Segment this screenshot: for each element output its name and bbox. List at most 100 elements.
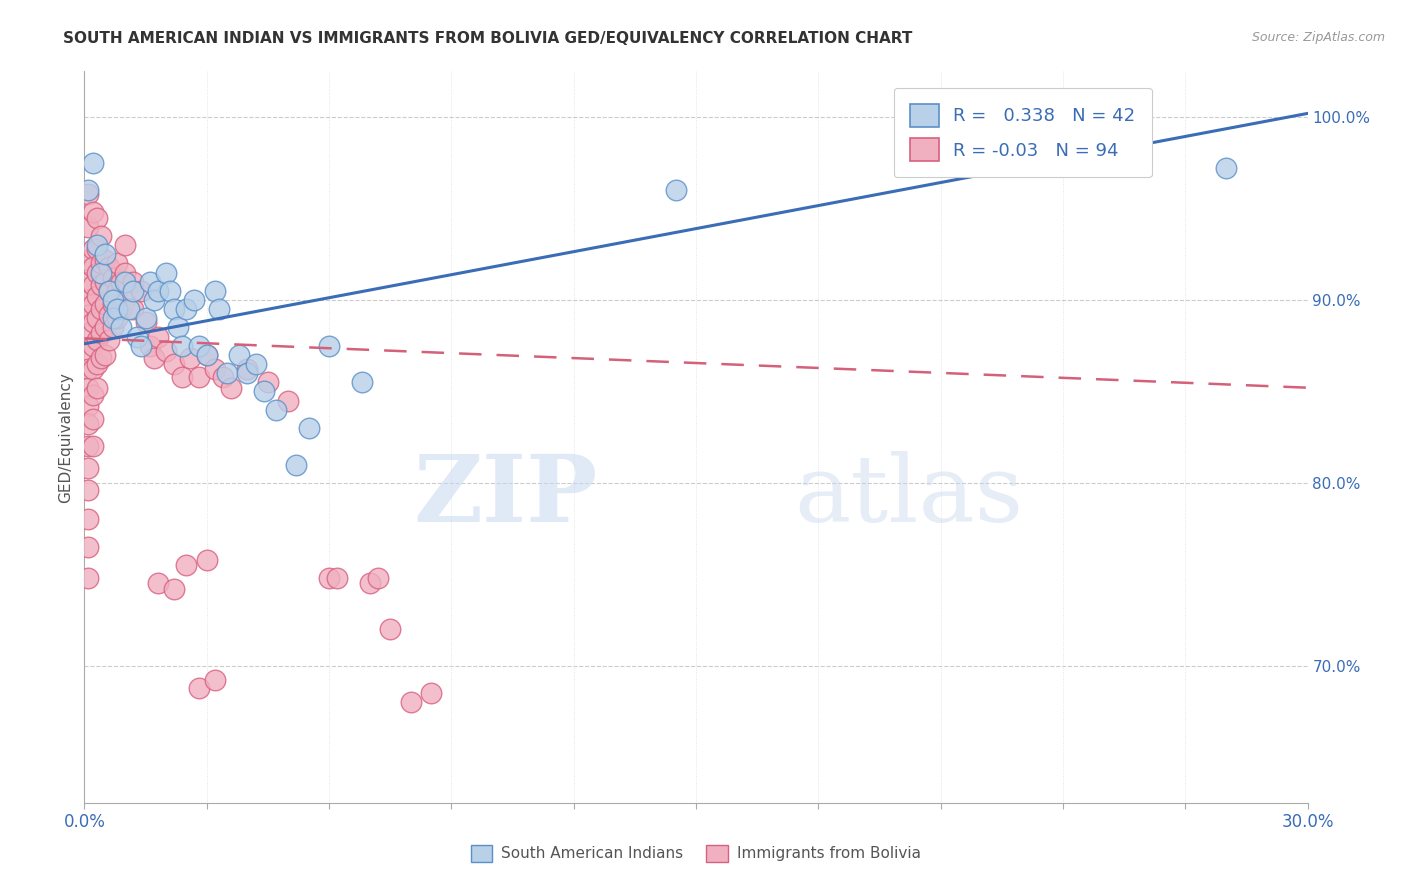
Point (90, 351, 112, 366)
Point (86, 311, 108, 326)
Point (97, 284, 120, 298)
Point (82, 315, 104, 329)
Point (665, 183, 688, 197)
Point (77, 308, 100, 322)
Point (77, 417, 100, 432)
Point (155, 265, 177, 279)
Point (110, 275, 132, 289)
Point (82, 388, 104, 402)
Point (318, 571, 340, 585)
Point (163, 582, 186, 596)
Point (1215, 161, 1237, 176)
Point (127, 329, 149, 343)
Point (86, 381, 108, 395)
Point (105, 256, 128, 270)
Point (167, 320, 190, 334)
Point (236, 366, 259, 380)
Point (105, 301, 128, 316)
Point (131, 284, 153, 298)
Point (77, 186, 100, 201)
Point (101, 271, 124, 285)
Point (86, 238, 108, 252)
Point (97, 333, 120, 347)
Point (277, 393, 299, 408)
Point (82, 296, 104, 310)
Point (318, 338, 340, 352)
Point (82, 439, 104, 453)
Point (93, 252, 115, 267)
Point (82, 242, 104, 256)
Point (380, 622, 402, 636)
Point (93, 275, 115, 289)
Point (146, 329, 169, 343)
Point (77, 540, 100, 554)
Point (82, 362, 104, 376)
Point (86, 211, 108, 225)
Point (359, 576, 381, 591)
Point (195, 348, 218, 362)
Point (77, 439, 100, 453)
Point (285, 458, 308, 472)
Point (326, 571, 349, 585)
Point (122, 284, 145, 298)
Point (114, 293, 136, 307)
Point (82, 260, 104, 274)
Point (101, 311, 124, 326)
Point (138, 275, 160, 289)
Point (367, 571, 389, 585)
Point (93, 247, 115, 261)
Point (257, 375, 280, 389)
Point (142, 351, 165, 366)
Point (77, 399, 100, 413)
Point (138, 338, 160, 352)
Point (93, 296, 115, 310)
Point (420, 686, 443, 700)
Point (245, 357, 267, 371)
Point (174, 301, 197, 316)
Point (399, 695, 422, 709)
Point (82, 155, 104, 169)
Point (155, 344, 177, 359)
Point (142, 293, 165, 307)
Point (122, 301, 145, 316)
Point (163, 357, 186, 371)
Point (122, 275, 145, 289)
Text: ZIP: ZIP (413, 450, 598, 541)
Point (90, 278, 112, 293)
Point (77, 219, 100, 234)
Point (82, 278, 104, 293)
Point (228, 348, 250, 362)
Point (86, 242, 108, 256)
Text: atlas: atlas (794, 450, 1024, 541)
Point (135, 311, 157, 326)
Point (174, 558, 197, 573)
Point (90, 256, 112, 270)
Point (183, 293, 205, 307)
Point (77, 461, 100, 475)
Point (212, 369, 235, 384)
Point (163, 301, 186, 316)
Point (82, 338, 104, 352)
Point (77, 183, 100, 197)
Point (90, 301, 112, 316)
Text: SOUTH AMERICAN INDIAN VS IMMIGRANTS FROM BOLIVIA GED/EQUIVALENCY CORRELATION CHA: SOUTH AMERICAN INDIAN VS IMMIGRANTS FROM… (63, 31, 912, 46)
Point (82, 411, 104, 425)
Point (97, 260, 120, 274)
Point (253, 384, 276, 399)
Point (114, 238, 136, 252)
Point (172, 369, 194, 384)
Point (90, 228, 112, 243)
Point (77, 326, 100, 340)
Point (146, 576, 169, 591)
Point (101, 320, 124, 334)
Point (217, 366, 239, 380)
Point (77, 483, 100, 497)
Y-axis label: GED/Equivalency: GED/Equivalency (58, 372, 73, 502)
Point (110, 320, 132, 334)
Point (114, 275, 136, 289)
Point (298, 421, 321, 435)
Point (77, 362, 100, 376)
Point (350, 375, 373, 389)
Point (101, 293, 124, 307)
Point (90, 326, 112, 340)
